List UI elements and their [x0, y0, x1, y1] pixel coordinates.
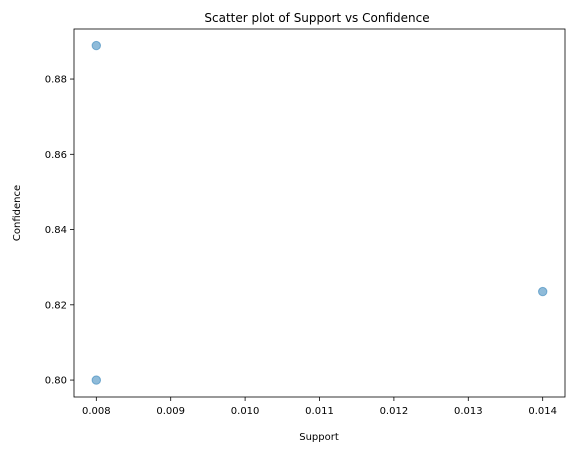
scatter-point [91, 40, 102, 51]
x-tick-label: 0.011 [305, 406, 334, 417]
x-axis-label: Support [299, 432, 339, 443]
scatter-point [538, 286, 548, 297]
x-tick-label: 0.014 [528, 406, 557, 417]
x-axis-ticks: 0.008 0.009 0.010 0.011 0.012 0.013 0.014 [82, 397, 557, 417]
y-axis-ticks: 0.80 0.82 0.84 0.86 0.88 [45, 75, 74, 387]
y-tick-label: 0.86 [45, 150, 67, 161]
x-tick-label: 0.013 [454, 406, 483, 417]
x-tick-label: 0.009 [156, 406, 185, 417]
x-tick-label: 0.008 [82, 406, 111, 417]
y-tick-label: 0.82 [45, 300, 67, 311]
chart-title: Scatter plot of Support vs Confidence [204, 11, 429, 25]
x-tick-label: 0.010 [231, 406, 260, 417]
data-points [91, 40, 548, 385]
y-tick-label: 0.88 [45, 75, 67, 86]
y-tick-label: 0.80 [45, 376, 67, 387]
y-axis-label: Confidence [12, 185, 23, 241]
x-tick-label: 0.012 [380, 406, 409, 417]
scatter-point [91, 375, 102, 385]
y-tick-label: 0.84 [45, 225, 67, 236]
